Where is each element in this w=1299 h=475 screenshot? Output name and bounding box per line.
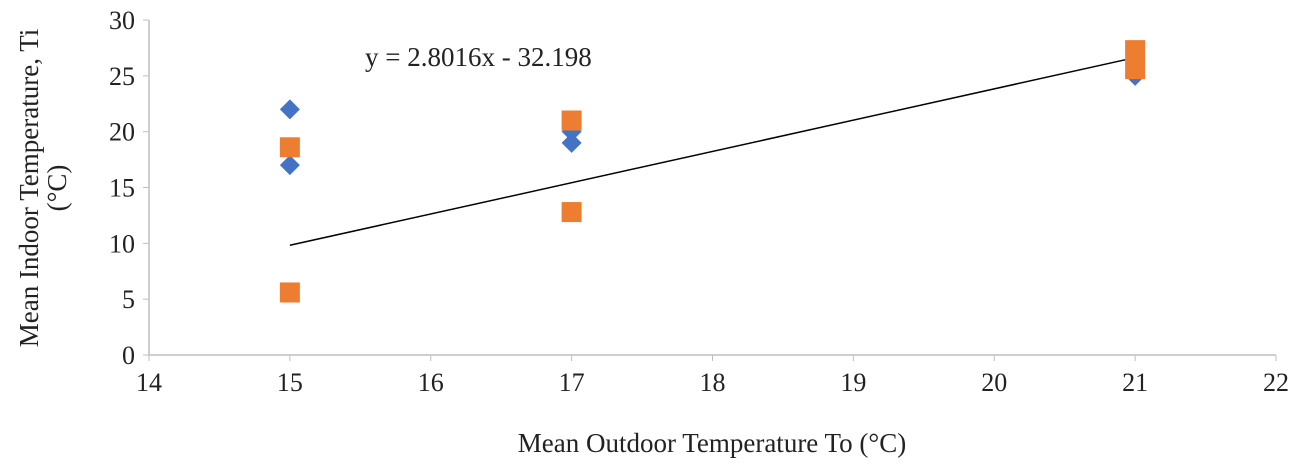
series-2-point (1125, 59, 1146, 80)
trendline (289, 56, 1136, 247)
series-1-point (279, 99, 300, 120)
y-tick-label: 10 (109, 229, 135, 258)
y-tick-label: 15 (109, 174, 135, 203)
series-2-point (561, 202, 582, 223)
series-1-point (279, 155, 300, 176)
x-tick-label: 15 (277, 368, 303, 397)
series-2-point (1125, 40, 1146, 61)
y-tick-label: 5 (122, 285, 135, 314)
x-tick-label: 21 (1122, 368, 1148, 397)
x-tick-label: 14 (136, 368, 162, 397)
y-tick-label: 20 (109, 118, 135, 147)
trendline-equation: y = 2.8016x - 32.198 (365, 42, 592, 72)
x-tick-label: 22 (1263, 368, 1289, 397)
y-tick-label: 25 (109, 62, 135, 91)
x-tick-label: 18 (700, 368, 726, 397)
x-tick-label: 20 (981, 368, 1007, 397)
series-1-point (561, 132, 582, 153)
x-tick-label: 16 (418, 368, 444, 397)
series-2-point (561, 110, 582, 131)
x-axis-label: Mean Outdoor Temperature To (°C) (518, 428, 906, 458)
x-tick-label: 19 (840, 368, 866, 397)
axes (148, 20, 1276, 356)
series-2-point (279, 137, 300, 158)
series-1-point (561, 121, 582, 142)
y-tick-label: 0 (122, 341, 135, 370)
x-tick-label: 17 (559, 368, 585, 397)
y-axis-label-line2: (°C) (42, 165, 72, 212)
y-tick-label: 30 (109, 6, 135, 35)
y-axis-label-line1: Mean Indoor Temperature, Ti (14, 29, 44, 348)
series-2-point (279, 282, 300, 303)
